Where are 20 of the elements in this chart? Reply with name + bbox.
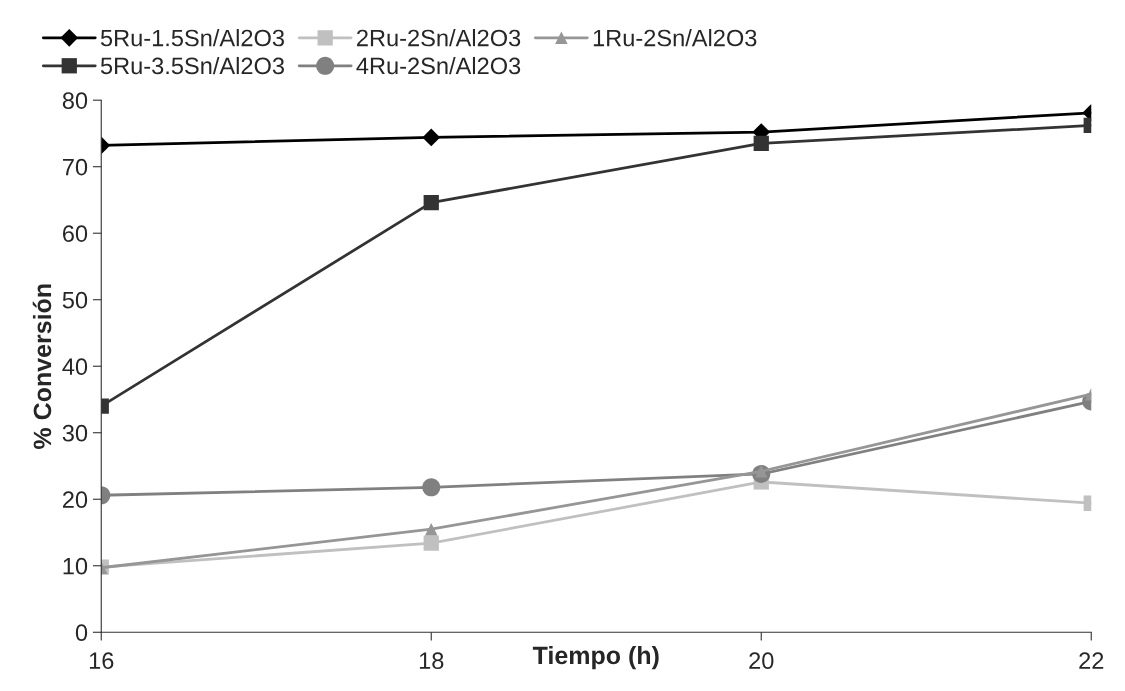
x-axis-title: Tiempo (h)	[532, 645, 659, 670]
y-tick-label: 10	[63, 557, 88, 575]
y-tick-label: 60	[62, 225, 88, 242]
y-tick-label: 70	[63, 158, 88, 176]
x-tick-label: 18	[419, 652, 444, 670]
legend-label: 5Ru-3.5Sn/Al2O3	[100, 56, 284, 75]
legend-label: 2Ru-2Sn/Al2O3	[357, 29, 521, 47]
x-tick-label: 20	[749, 652, 774, 670]
y-tick-label: 80	[62, 92, 88, 109]
y-tick-label: 30	[62, 424, 88, 442]
y-tick-label: 0	[75, 624, 88, 642]
y-axis-title: % Conversión	[32, 284, 52, 449]
x-tick-label: 22	[1079, 652, 1104, 669]
legend-label: 1Ru-2Sn/Al2O3	[593, 29, 757, 47]
y-tick-label: 50	[62, 291, 88, 309]
y-tick-label: 40	[62, 358, 88, 376]
x-tick-label: 16	[89, 652, 114, 670]
legend-label: 5Ru-1.5Sn/Al2O3	[100, 29, 284, 47]
legend-label: 4Ru-2Sn/Al2O3	[356, 56, 521, 75]
y-tick-label: 20	[62, 491, 88, 509]
